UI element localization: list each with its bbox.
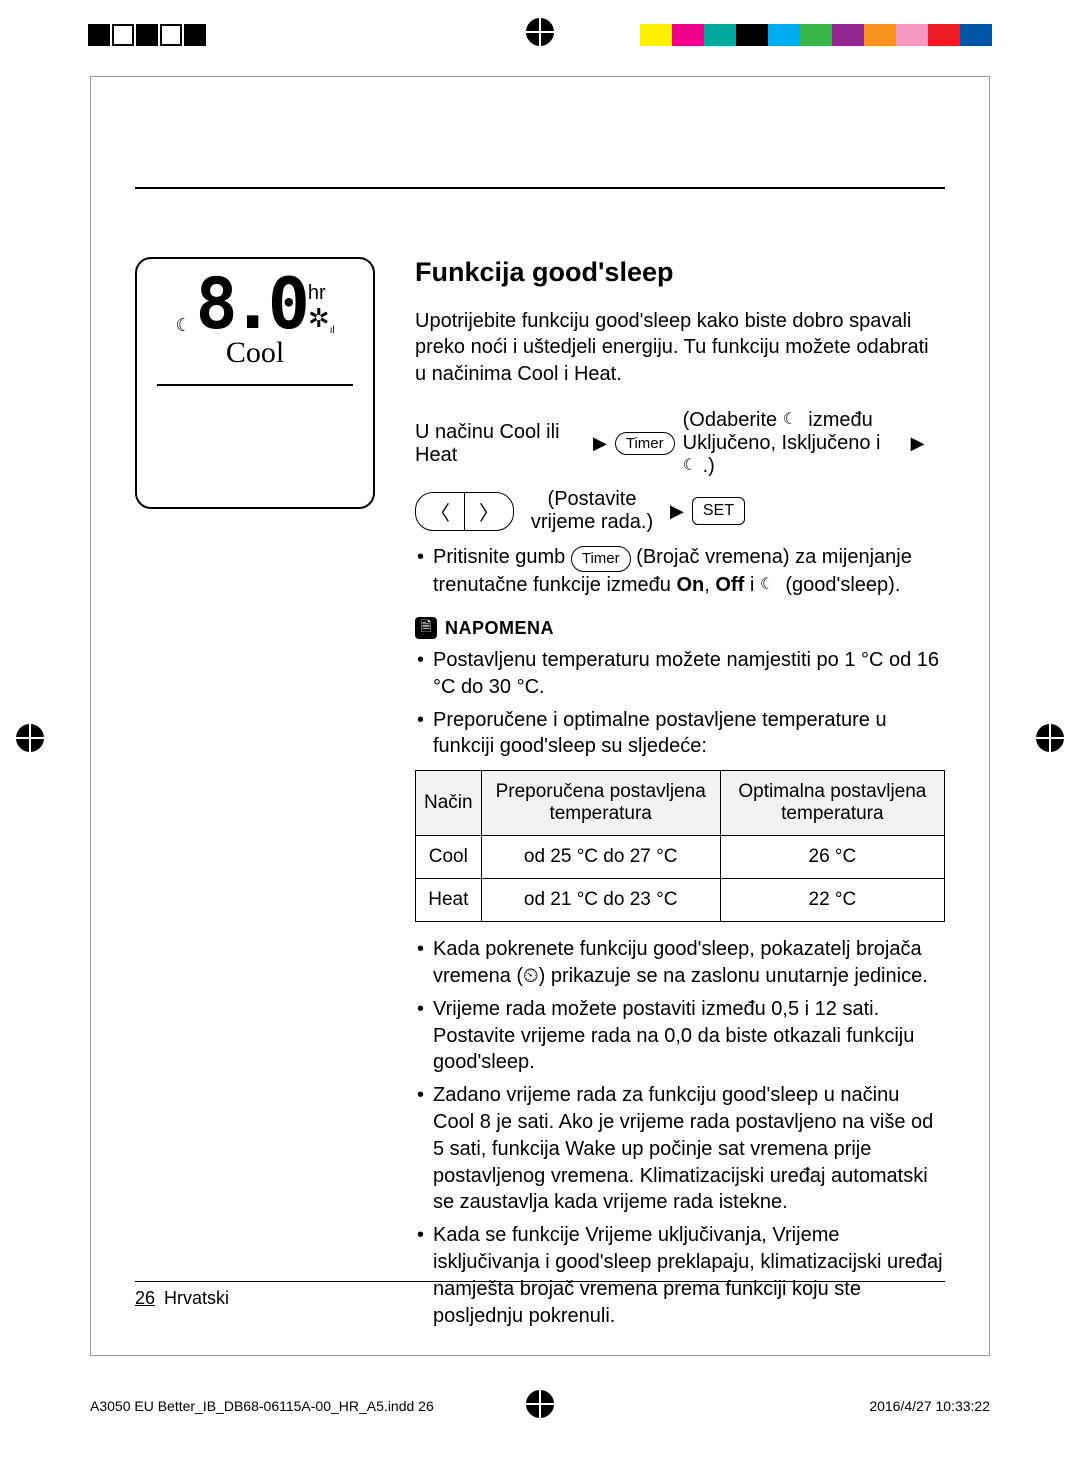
- crosshair-icon: [1036, 724, 1064, 752]
- table-header: Preporučena postavljena temperatura: [481, 771, 720, 836]
- table-header: Način: [416, 771, 482, 836]
- left-right-buttons[interactable]: 〈 〉: [415, 492, 514, 531]
- horizontal-rule: [135, 187, 945, 189]
- arrow-icon: ▶: [670, 501, 684, 522]
- flow-step-2: (Odaberite između Uključeno, Isključeno …: [683, 409, 903, 478]
- hr-label: hr: [308, 282, 326, 305]
- table-cell: od 25 °C do 27 °C: [481, 836, 720, 879]
- list-item: Preporučene i optimalne postavljene temp…: [415, 707, 945, 761]
- list-item: Zadano vrijeme rada za funkciju good'sle…: [415, 1082, 945, 1216]
- registration-top: [0, 24, 1080, 48]
- page-footer: 26 Hrvatski: [135, 1281, 945, 1309]
- sleep-icon: [683, 457, 703, 477]
- procedure-flow: U načinu Cool ili Heat ▶ Timer (Odaberit…: [415, 409, 945, 478]
- print-slug: A3050 EU Better_IB_DB68-06115A-00_HR_A5.…: [90, 1398, 990, 1414]
- table-header: Optimalna postavljena temperatura: [720, 771, 944, 836]
- slug-date: 2016/4/27 10:33:22: [869, 1398, 990, 1414]
- table-cell: 26 °C: [720, 836, 944, 879]
- table-cell: od 21 °C do 23 °C: [481, 879, 720, 922]
- lcd-digits: 8.0: [195, 273, 303, 336]
- list-item: Postavljenu temperaturu možete namjestit…: [415, 647, 945, 701]
- list-item: Kada se funkcije Vrijeme uključivanja, V…: [415, 1222, 945, 1329]
- list-item: Pritisnite gumb Timer (Brojač vremena) z…: [415, 544, 945, 599]
- sleep-icon: [783, 411, 803, 431]
- list-item: Vrijeme rada možete postaviti između 0,5…: [415, 996, 945, 1076]
- footer-lang: Hrvatski: [164, 1288, 229, 1308]
- table-cell: Cool: [416, 836, 482, 879]
- timer-button[interactable]: Timer: [615, 432, 675, 455]
- note-icon: 🗎: [415, 617, 437, 639]
- page-number: 26: [135, 1288, 155, 1308]
- arrow-icon: ▶: [593, 433, 607, 454]
- note-label: NAPOMENA: [445, 618, 554, 639]
- left-button[interactable]: 〈: [416, 493, 465, 530]
- note-heading: 🗎 NAPOMENA: [415, 617, 945, 639]
- right-button[interactable]: 〉: [465, 493, 513, 530]
- notes-list-b: Kada pokrenete funkciju good'sleep, poka…: [415, 936, 945, 1329]
- fan-icon: ✲ıl: [308, 305, 335, 336]
- crosshair-icon: [526, 18, 554, 46]
- notes-list-a: Postavljenu temperaturu možete namjestit…: [415, 647, 945, 760]
- set-button[interactable]: SET: [692, 497, 745, 525]
- sleep-icon: [760, 576, 780, 596]
- crosshair-icon: [526, 1390, 554, 1418]
- table-cell: 22 °C: [720, 879, 944, 922]
- table-row: Heatod 21 °C do 23 °C22 °C: [416, 879, 945, 922]
- page-frame: ☾ 8.0 hr ✲ıl Cool Funkcija good'sleep Up…: [90, 76, 990, 1356]
- section-heading: Funkcija good'sleep: [415, 257, 945, 288]
- temperature-table: NačinPreporučena postavljena temperatura…: [415, 770, 945, 922]
- flow-step-1: U načinu Cool ili Heat: [415, 421, 585, 467]
- sleep-icon: ☾: [175, 315, 191, 336]
- list-item: Kada pokrenete funkciju good'sleep, poka…: [415, 936, 945, 990]
- table-row: Coolod 25 °C do 27 °C26 °C: [416, 836, 945, 879]
- timer-button[interactable]: Timer: [571, 546, 631, 572]
- slug-file: A3050 EU Better_IB_DB68-06115A-00_HR_A5.…: [90, 1398, 434, 1414]
- intro-paragraph: Upotrijebite funkciju good'sleep kako bi…: [415, 308, 945, 387]
- arrow-icon: ▶: [911, 433, 925, 454]
- flow-step-3: (Postavite vrijeme rada.): [522, 488, 662, 534]
- procedure-flow-2: 〈 〉 (Postavite vrijeme rada.) ▶ SET: [415, 488, 945, 534]
- table-cell: Heat: [416, 879, 482, 922]
- lcd-mode: Cool: [151, 336, 359, 370]
- crosshair-icon: [16, 724, 44, 752]
- remote-display-illustration: ☾ 8.0 hr ✲ıl Cool: [135, 257, 375, 509]
- timer-note-list: Pritisnite gumb Timer (Brojač vremena) z…: [415, 544, 945, 599]
